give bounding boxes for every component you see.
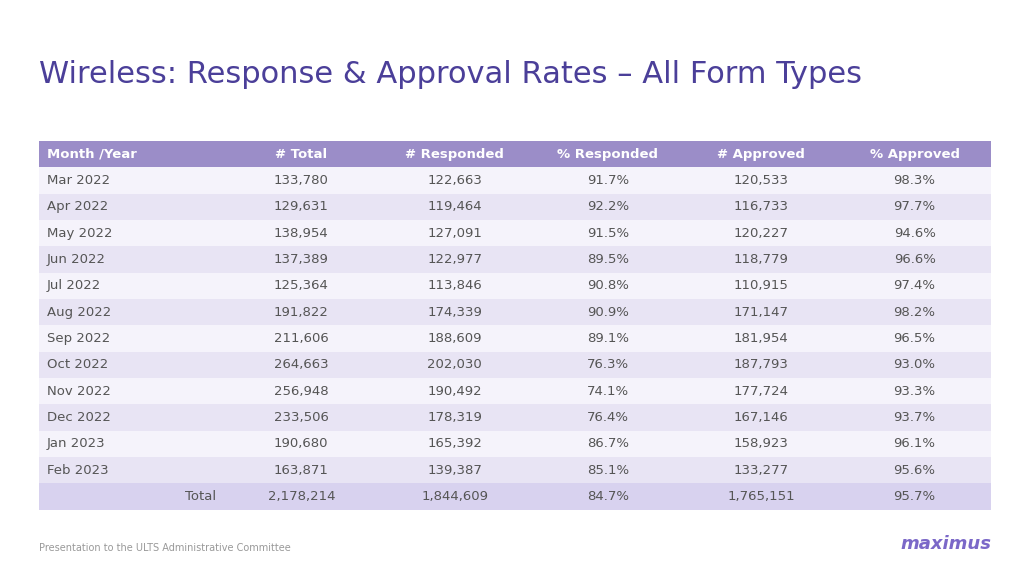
Text: 125,364: 125,364 [273,279,329,293]
Text: Presentation to the ULTS Administrative Committee: Presentation to the ULTS Administrative … [39,543,291,553]
Text: 90.8%: 90.8% [587,279,629,293]
Text: 1,844,609: 1,844,609 [421,490,488,503]
Text: 110,915: 110,915 [734,279,788,293]
Text: 90.9%: 90.9% [587,306,629,319]
Text: 95.6%: 95.6% [894,464,936,477]
Text: 133,780: 133,780 [273,174,329,187]
Text: 97.4%: 97.4% [894,279,936,293]
Text: # Approved: # Approved [717,148,805,161]
Text: 202,030: 202,030 [427,358,482,372]
Text: Aug 2022: Aug 2022 [47,306,112,319]
Text: Wireless: Response & Approval Rates – All Form Types: Wireless: Response & Approval Rates – Al… [39,60,862,89]
Text: Mar 2022: Mar 2022 [47,174,111,187]
Text: # Total: # Total [275,148,328,161]
Text: Sep 2022: Sep 2022 [47,332,111,345]
Text: 98.2%: 98.2% [894,306,936,319]
Text: 97.7%: 97.7% [894,200,936,214]
Text: 92.2%: 92.2% [587,200,629,214]
Text: 84.7%: 84.7% [587,490,629,503]
Text: 119,464: 119,464 [427,200,482,214]
Text: 174,339: 174,339 [427,306,482,319]
Text: 96.1%: 96.1% [894,437,936,450]
Text: Month /Year: Month /Year [47,148,137,161]
Text: 89.5%: 89.5% [587,253,629,266]
Text: # Responded: # Responded [406,148,504,161]
Text: 120,227: 120,227 [734,227,788,240]
Text: 211,606: 211,606 [273,332,329,345]
Text: 118,779: 118,779 [734,253,788,266]
Text: 76.3%: 76.3% [587,358,629,372]
Text: 120,533: 120,533 [734,174,788,187]
Text: 93.3%: 93.3% [894,385,936,398]
Text: Nov 2022: Nov 2022 [47,385,111,398]
Text: May 2022: May 2022 [47,227,113,240]
Text: 191,822: 191,822 [273,306,329,319]
Text: 133,277: 133,277 [733,464,788,477]
Text: 177,724: 177,724 [734,385,788,398]
Text: 190,680: 190,680 [274,437,329,450]
Text: Dec 2022: Dec 2022 [47,411,111,424]
Text: 98.3%: 98.3% [894,174,936,187]
Text: maximus: maximus [900,535,991,553]
Text: 129,631: 129,631 [273,200,329,214]
Text: 2,178,214: 2,178,214 [267,490,335,503]
Text: 127,091: 127,091 [427,227,482,240]
Text: 1,765,151: 1,765,151 [727,490,795,503]
Text: 264,663: 264,663 [274,358,329,372]
Text: 171,147: 171,147 [734,306,788,319]
Text: % Approved: % Approved [869,148,959,161]
Text: 137,389: 137,389 [273,253,329,266]
Text: Feb 2023: Feb 2023 [47,464,109,477]
Text: 93.7%: 93.7% [894,411,936,424]
Text: 256,948: 256,948 [274,385,329,398]
Text: 89.1%: 89.1% [587,332,629,345]
Text: 91.5%: 91.5% [587,227,629,240]
Text: 85.1%: 85.1% [587,464,629,477]
Text: 122,663: 122,663 [427,174,482,187]
Text: 94.6%: 94.6% [894,227,936,240]
Text: 158,923: 158,923 [734,437,788,450]
Text: Total: Total [185,490,216,503]
Text: 93.0%: 93.0% [894,358,936,372]
Text: 181,954: 181,954 [734,332,788,345]
Text: 165,392: 165,392 [427,437,482,450]
Text: 86.7%: 86.7% [587,437,629,450]
Text: 188,609: 188,609 [427,332,482,345]
Text: 190,492: 190,492 [427,385,482,398]
Text: 95.7%: 95.7% [894,490,936,503]
Text: % Responded: % Responded [557,148,658,161]
Text: 122,977: 122,977 [427,253,482,266]
Text: Jan 2023: Jan 2023 [47,437,105,450]
Text: 76.4%: 76.4% [587,411,629,424]
Text: 138,954: 138,954 [273,227,329,240]
Text: 91.7%: 91.7% [587,174,629,187]
Text: 167,146: 167,146 [734,411,788,424]
Text: 163,871: 163,871 [273,464,329,477]
Text: Jun 2022: Jun 2022 [47,253,106,266]
Text: 116,733: 116,733 [734,200,788,214]
Text: 96.5%: 96.5% [894,332,936,345]
Text: 233,506: 233,506 [273,411,329,424]
Text: 96.6%: 96.6% [894,253,936,266]
Text: 113,846: 113,846 [427,279,482,293]
Text: 187,793: 187,793 [734,358,788,372]
Text: Jul 2022: Jul 2022 [47,279,101,293]
Text: Oct 2022: Oct 2022 [47,358,109,372]
Text: Apr 2022: Apr 2022 [47,200,109,214]
Text: 139,387: 139,387 [427,464,482,477]
Text: 178,319: 178,319 [427,411,482,424]
Text: 74.1%: 74.1% [587,385,629,398]
